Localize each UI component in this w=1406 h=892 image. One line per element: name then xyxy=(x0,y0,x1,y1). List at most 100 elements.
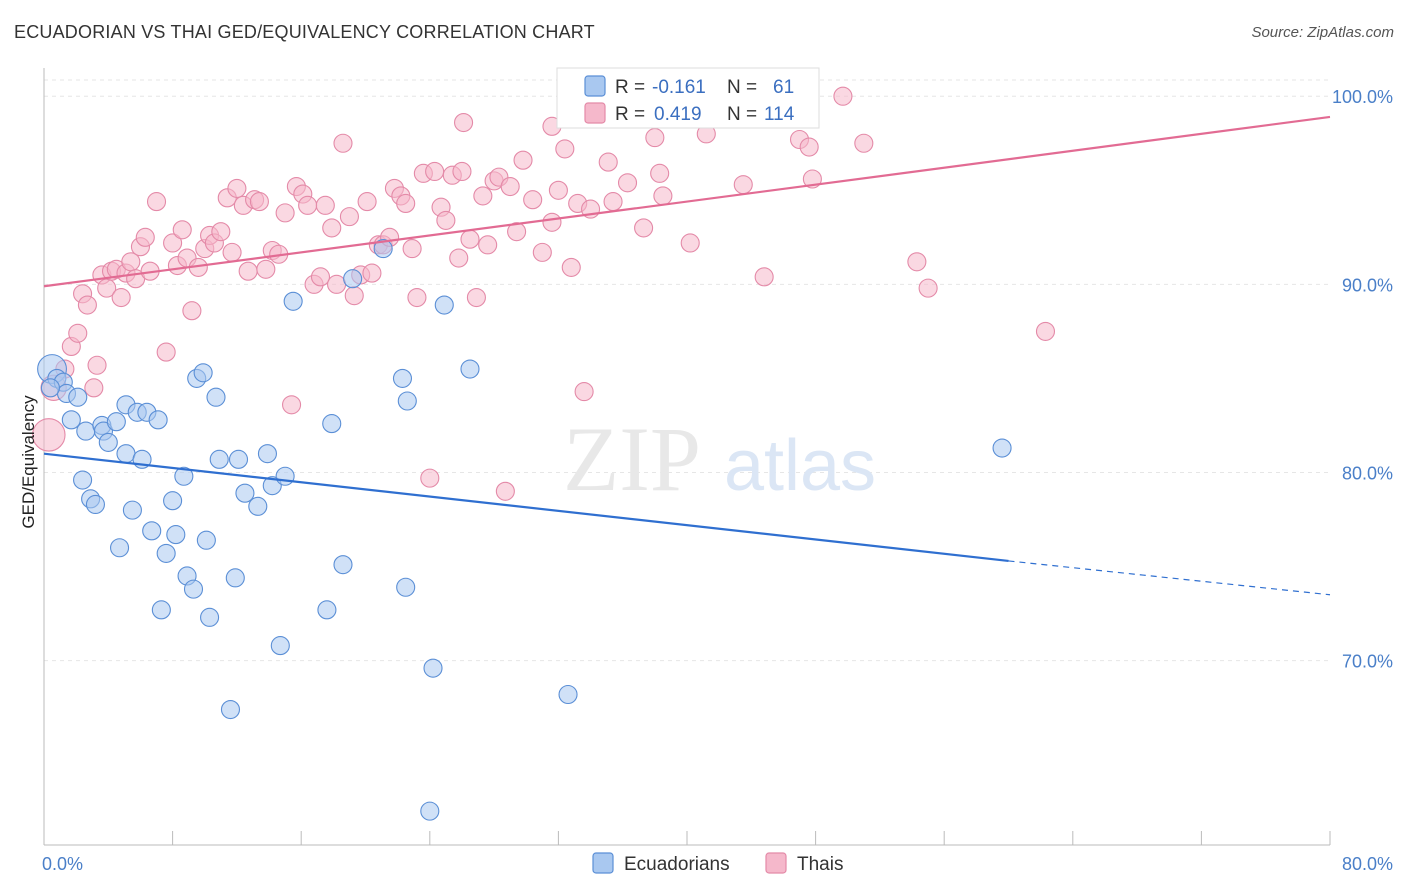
thai-point xyxy=(32,418,66,452)
ecuadorian-point xyxy=(156,543,176,563)
ecuadorian-point xyxy=(174,466,194,486)
ecuadorian-point xyxy=(76,421,96,441)
ecuadorian-point xyxy=(85,494,105,515)
ecuadorian-point xyxy=(228,449,249,469)
thai-point xyxy=(650,163,670,183)
ecuadorian-point xyxy=(992,438,1012,458)
ecuadorian-point xyxy=(343,269,363,289)
thai-point xyxy=(542,212,562,232)
ecuadorian-point xyxy=(396,577,416,597)
thai-point xyxy=(460,229,480,249)
thai-point xyxy=(222,242,242,262)
axes xyxy=(43,68,1331,846)
thai-point xyxy=(603,192,623,212)
legend-swatch-thai xyxy=(584,102,606,124)
ecuadorian-point xyxy=(122,500,142,520)
legend-n-label-thai: N = xyxy=(727,104,762,125)
thai-point xyxy=(407,287,427,308)
thai-point xyxy=(420,468,440,488)
ecuadorian-point xyxy=(257,444,277,464)
watermark: ZIP atlas xyxy=(563,408,876,510)
ecuadorian-point xyxy=(275,466,295,486)
thai-point xyxy=(523,190,543,210)
ecuadorian-point xyxy=(317,600,337,620)
bottom-legend-swatch-ecuadorians xyxy=(592,852,614,874)
thai-point xyxy=(452,161,472,182)
ecuadorian-point xyxy=(183,579,204,599)
ecuadorian-trend-line xyxy=(43,452,1009,563)
thai-point xyxy=(163,233,183,253)
legend-r-value-ecuadorian: -0.161 xyxy=(652,77,706,98)
thai-point xyxy=(473,186,493,206)
thai-point xyxy=(507,222,527,242)
thai-point xyxy=(402,239,422,259)
ecuadorian-point xyxy=(151,600,171,620)
thai-point xyxy=(135,227,155,247)
legend-r-label-thai: R = xyxy=(615,104,650,125)
thai-point xyxy=(249,192,269,212)
thai-point xyxy=(275,203,295,223)
bottom-legend-label-thais: Thais xyxy=(797,854,843,875)
thai-point xyxy=(466,287,486,308)
thai-point xyxy=(918,278,938,298)
thai-point xyxy=(156,342,176,362)
thai-point xyxy=(574,382,594,402)
bottom-legend-swatch-thais xyxy=(765,852,787,874)
thai-point xyxy=(645,128,665,148)
x-tick-label: 80.0% xyxy=(1342,854,1393,874)
thai-point xyxy=(327,274,347,294)
ecuadorian-point xyxy=(163,491,183,511)
thai-point xyxy=(362,263,382,283)
x-tick-labels: 0.0% 80.0% xyxy=(42,854,1393,874)
legend-n-value-ecuadorian: 61 xyxy=(773,77,794,98)
ecuadorian-point xyxy=(61,410,81,430)
legend-n-label-ecuadorian: N = xyxy=(727,77,762,98)
thai-point xyxy=(598,152,618,172)
ecuadorian-point xyxy=(148,410,168,430)
thai-point xyxy=(315,195,335,215)
legend-r-value-thai: 0.419 xyxy=(654,104,702,125)
thai-point xyxy=(907,252,927,272)
ecuadorian-point xyxy=(262,476,282,496)
thai-point xyxy=(833,86,853,106)
thai-point xyxy=(182,301,202,321)
thai-point xyxy=(238,261,258,281)
thai-point xyxy=(478,235,498,255)
ecuadorian-point xyxy=(397,391,417,411)
thai-point xyxy=(425,161,445,182)
thai-point xyxy=(513,150,533,170)
thai-point xyxy=(854,133,874,153)
y-tick-label: 80.0% xyxy=(1342,463,1393,483)
ecuadorian-point xyxy=(209,449,229,469)
ecuadorian-point xyxy=(193,363,213,383)
thai-point xyxy=(396,193,416,214)
ecuadorian-point xyxy=(248,496,268,516)
ecuadorian-point xyxy=(206,387,226,407)
ecuadorian-point xyxy=(98,432,118,452)
thai-point xyxy=(333,133,353,153)
watermark-atlas: atlas xyxy=(724,426,876,506)
thai-point xyxy=(634,218,654,238)
ecuadorian-point xyxy=(106,412,126,432)
ecuadorian-point xyxy=(235,483,255,503)
thai-point xyxy=(227,178,247,198)
thai-point xyxy=(344,286,364,306)
thai-point xyxy=(310,267,331,287)
series-legend: Ecuadorians Thais xyxy=(592,852,843,875)
thai-point xyxy=(211,222,231,242)
thai-point xyxy=(532,242,552,262)
ecuadorian-point xyxy=(116,444,136,464)
ecuadorian-point xyxy=(460,359,480,379)
thai-point xyxy=(548,180,568,200)
ecuadorian-point xyxy=(220,699,241,720)
y-tick-labels: 70.0% 80.0% 90.0% 100.0% xyxy=(1332,87,1393,671)
trend-lines xyxy=(43,115,1331,596)
ecuadorian-point xyxy=(434,295,454,315)
legend-swatch-ecuadorian xyxy=(584,75,606,97)
thai-point xyxy=(146,192,167,212)
ecuadorian-point xyxy=(73,470,93,490)
ecuadorian-point xyxy=(200,607,220,627)
thai-point xyxy=(1035,321,1056,341)
ecuadorian-point xyxy=(166,525,186,545)
